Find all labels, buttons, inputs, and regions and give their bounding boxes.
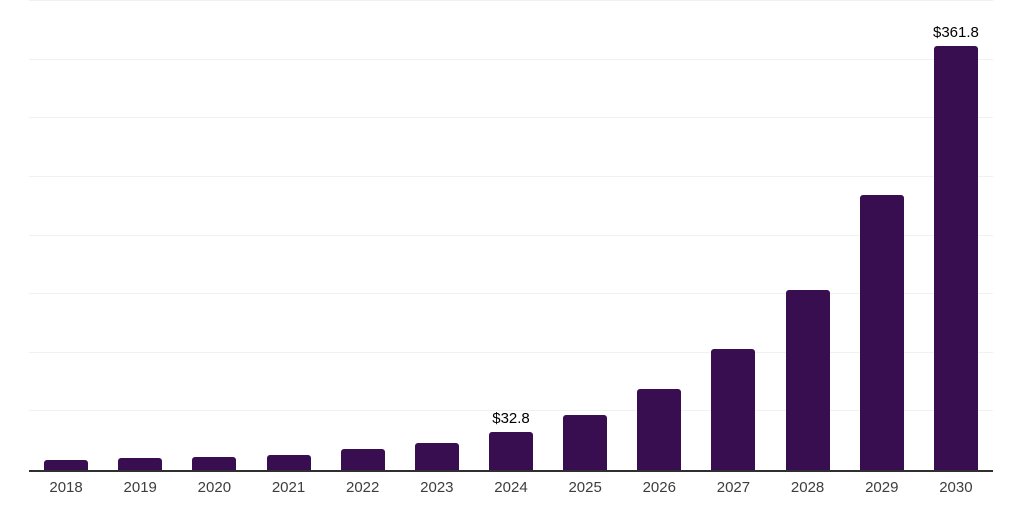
x-label-2030: 2030	[939, 479, 973, 496]
x-label-2023: 2023	[420, 479, 454, 496]
x-label-2026: 2026	[642, 479, 676, 496]
bar-2025	[563, 415, 607, 470]
bar-2020	[192, 457, 236, 470]
x-label-2022: 2022	[345, 479, 380, 496]
bar-2024	[489, 432, 533, 470]
x-label-2020: 2020	[197, 479, 232, 496]
bar-2030	[934, 46, 978, 470]
x-axis: 2018 2019 2020 2021 2022 2023 2024 2025 2026 2027…	[29, 479, 993, 503]
data-label-2030: $361.8	[932, 24, 979, 41]
bar-2026	[637, 389, 681, 470]
bar-2027	[711, 349, 755, 470]
gridline-250	[29, 176, 993, 177]
x-label-2024: 2024	[494, 479, 528, 496]
bar-2019	[118, 458, 162, 470]
gridline-350	[29, 59, 993, 60]
data-label-2024: $32.8	[492, 410, 530, 427]
bar-2023	[415, 443, 459, 470]
x-label-2018: 2018	[49, 479, 83, 496]
x-label-2029: 2029	[865, 479, 899, 496]
gridline-150	[29, 293, 993, 294]
gridline-200	[29, 235, 993, 236]
x-label-2027: 2027	[716, 479, 751, 496]
gridline-50	[29, 410, 993, 411]
bar-2021	[267, 455, 311, 470]
x-label-2019: 2019	[123, 479, 157, 496]
gridline-300	[29, 117, 993, 118]
x-label-2028: 2028	[790, 479, 825, 496]
plot-area: $32.8 $361.8	[29, 0, 993, 472]
x-label-2025: 2025	[568, 479, 602, 496]
bar-2022	[341, 449, 385, 470]
gridline-400	[29, 0, 993, 1]
bar-2028	[786, 290, 830, 470]
x-label-2021: 2021	[271, 479, 306, 496]
bar-2018	[44, 460, 88, 470]
bar-2029	[860, 195, 904, 470]
gridline-100	[29, 352, 993, 353]
